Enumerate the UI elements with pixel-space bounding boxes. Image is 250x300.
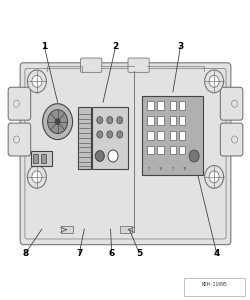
Bar [156, 146, 163, 154]
Circle shape [32, 75, 42, 87]
Circle shape [96, 117, 102, 124]
FancyBboxPatch shape [80, 58, 102, 72]
Bar [146, 130, 153, 140]
Bar [146, 116, 153, 124]
Text: 12: 12 [158, 167, 163, 171]
Circle shape [32, 171, 42, 183]
Circle shape [208, 171, 218, 183]
Bar [170, 116, 176, 124]
Text: 1: 1 [41, 43, 47, 52]
Bar [92, 107, 128, 170]
Text: 8: 8 [22, 248, 29, 257]
Bar [41, 154, 46, 164]
Text: 3: 3 [176, 43, 183, 52]
Text: 2: 2 [112, 43, 118, 52]
Text: 7: 7 [171, 167, 173, 171]
Circle shape [231, 136, 237, 143]
Circle shape [231, 100, 237, 107]
Bar [178, 116, 184, 124]
Circle shape [116, 131, 122, 138]
Text: 7: 7 [76, 248, 82, 257]
Bar [184, 278, 244, 296]
Circle shape [108, 150, 118, 162]
Bar [170, 101, 176, 110]
FancyBboxPatch shape [220, 87, 242, 120]
Bar [156, 101, 163, 110]
Bar [33, 154, 38, 164]
Circle shape [106, 131, 112, 138]
Bar [31, 151, 52, 167]
Bar [156, 130, 163, 140]
Circle shape [48, 110, 67, 134]
Circle shape [96, 131, 102, 138]
FancyBboxPatch shape [8, 87, 30, 120]
FancyBboxPatch shape [220, 123, 242, 156]
Bar [170, 146, 176, 154]
Text: N5H-11095: N5H-11095 [201, 282, 227, 287]
Circle shape [208, 75, 218, 87]
Circle shape [106, 117, 112, 124]
Bar [146, 101, 153, 110]
Circle shape [27, 166, 46, 188]
Bar [119, 226, 131, 233]
Circle shape [95, 151, 104, 161]
Bar [146, 146, 153, 154]
Circle shape [13, 100, 19, 107]
FancyBboxPatch shape [20, 63, 230, 245]
Circle shape [42, 104, 72, 140]
Circle shape [55, 118, 60, 124]
Text: 12: 12 [182, 167, 187, 171]
Text: 6: 6 [108, 248, 114, 257]
Text: 5: 5 [136, 248, 142, 257]
Text: 4: 4 [212, 248, 219, 257]
Circle shape [13, 136, 19, 143]
Bar [156, 116, 163, 124]
Bar [61, 226, 73, 233]
Circle shape [27, 70, 46, 93]
Bar [178, 146, 184, 154]
Bar [78, 107, 91, 170]
Bar [178, 130, 184, 140]
FancyBboxPatch shape [8, 123, 30, 156]
Circle shape [116, 117, 122, 124]
FancyBboxPatch shape [128, 58, 148, 72]
Bar [141, 96, 202, 176]
Bar [170, 130, 176, 140]
Circle shape [204, 166, 223, 188]
Bar [178, 101, 184, 110]
Circle shape [188, 150, 198, 162]
Circle shape [204, 70, 223, 93]
Text: 7: 7 [148, 167, 150, 171]
